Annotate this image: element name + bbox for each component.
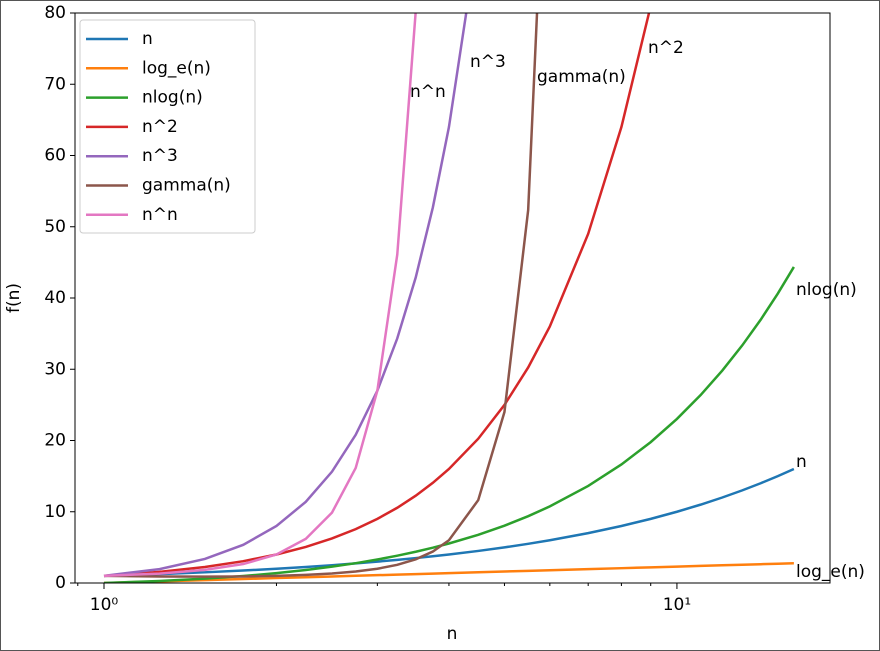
legend-label: log_e(n) (142, 58, 211, 78)
y-tick-label: 60 (44, 146, 66, 166)
curve-label: n (796, 452, 807, 472)
legend-label: n (142, 29, 153, 49)
curve-label: n^2 (648, 38, 684, 58)
curve-label: gamma(n) (537, 67, 626, 87)
plot-frame (74, 12, 831, 584)
y-tick-label: 30 (44, 359, 66, 379)
plot-area (103, 13, 795, 583)
y-tick-label: 20 (44, 431, 66, 451)
series-line (103, 13, 468, 578)
legend-box (79, 19, 256, 234)
legend-label: n^3 (142, 146, 178, 166)
y-tick-label: 70 (44, 74, 66, 94)
legend-label: n^n (142, 205, 178, 225)
series-line (103, 13, 651, 578)
y-axis-label: f(n) (4, 283, 24, 313)
legend-label: nlog(n) (142, 88, 203, 108)
curve-label: log_e(n) (796, 562, 865, 582)
curve-label: n^3 (470, 52, 506, 72)
series-line (103, 266, 795, 583)
legend-label: gamma(n) (142, 176, 231, 196)
y-tick-label: 40 (44, 288, 66, 308)
y-tick-label: 80 (44, 3, 66, 23)
y-tick-label: 10 (44, 502, 66, 522)
y-tick-label: 50 (44, 217, 66, 237)
legend-label: n^2 (142, 117, 178, 137)
series-line (103, 467, 795, 578)
curve-label: n^n (410, 82, 446, 102)
x-tick-label: 10¹ (663, 595, 691, 615)
x-axis-label: n (447, 624, 458, 644)
y-tick-label: 0 (55, 573, 66, 593)
series-line (103, 561, 794, 583)
x-tick-label: 10⁰ (90, 595, 119, 615)
curve-label: nlog(n) (796, 280, 857, 300)
